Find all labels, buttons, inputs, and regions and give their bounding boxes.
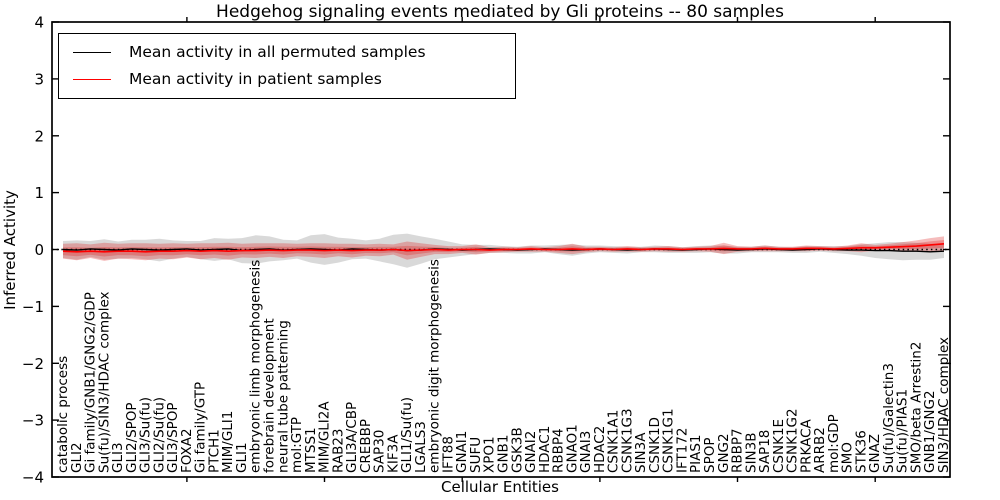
- x-category-label: RAB23: [330, 428, 346, 473]
- x-category-label: IFT172: [675, 427, 691, 473]
- legend-label-permuted: Mean activity in all permuted samples: [129, 43, 426, 61]
- x-category-label: GNAI3: [578, 431, 594, 473]
- chart-title: Hedgehog signaling events mediated by Gl…: [216, 2, 784, 22]
- y-tick-label: 3: [34, 70, 44, 88]
- patient-std-band-inner: [63, 240, 944, 257]
- x-category-label: GNAZ: [867, 434, 883, 473]
- x-category-label: PRKACA: [798, 418, 814, 473]
- x-category-label: ARRB2: [812, 427, 828, 473]
- permuted-std-band: [63, 233, 944, 268]
- x-category-label: GSK3B: [509, 427, 525, 473]
- x-category-label: GLI2/Su(fu): [151, 397, 167, 473]
- x-category-label: embryonic limb morphogenesis: [248, 260, 264, 473]
- y-tick-label: 4: [34, 14, 44, 32]
- x-category-label: KIF3A: [385, 434, 401, 473]
- permuted-line-sample-icon: [73, 52, 111, 54]
- x-category-label: mol:GTP: [289, 417, 305, 473]
- x-category-label: CSNK1E: [771, 419, 787, 473]
- x-category-label: SMO: [840, 442, 856, 473]
- x-category-label: GLI3/SPOP: [165, 402, 181, 473]
- x-category-label: PIAS1: [688, 434, 704, 473]
- x-category-label: MIM/GLI1: [220, 411, 236, 473]
- legend-row-patient: Mean activity in patient samples: [59, 69, 515, 88]
- x-category-label: GLI1/Su(fu): [399, 397, 415, 473]
- x-category-label: FOXA2: [179, 428, 195, 473]
- x-category-label: SUFU: [468, 437, 484, 473]
- x-category-label: LGALS3: [413, 421, 429, 473]
- x-category-label: forebrain development: [262, 318, 278, 473]
- y-tick-label: −2: [22, 355, 44, 373]
- x-category-label: HDAC2: [592, 426, 608, 473]
- x-category-label: MTSS1: [303, 427, 319, 473]
- y-tick-label: 1: [34, 184, 44, 202]
- x-category-label: SIN3/HDAC complex: [936, 337, 952, 473]
- patient-std-band-outer: [63, 236, 944, 261]
- x-category-label: SIN3B: [743, 433, 759, 474]
- x-category-label: GLI2/SPOP: [124, 402, 140, 473]
- legend: Mean activity in all permuted samples Me…: [58, 33, 516, 99]
- x-category-label: mol:GDP: [826, 414, 842, 473]
- x-category-label: XPO1: [482, 436, 498, 473]
- patient-line-sample-icon: [73, 78, 111, 80]
- x-category-label: IFT88: [440, 436, 456, 473]
- legend-label-patient: Mean activity in patient samples: [129, 69, 382, 88]
- x-category-label: GNAI1: [454, 431, 470, 473]
- x-category-label: RBBP7: [730, 428, 746, 473]
- x-category-label: GLI1: [234, 442, 250, 473]
- x-category-label: GNB1/GNG2: [922, 390, 938, 473]
- x-category-label: GNG2: [716, 433, 732, 473]
- x-category-label: Gi family/GTP: [193, 382, 209, 473]
- x-category-label: SMO/beta Arrestin2: [909, 342, 925, 473]
- x-category-label: RBBP4: [551, 428, 567, 473]
- x-category-label: Su(fu)/PIAS1: [895, 389, 911, 473]
- y-tick-label: −1: [22, 298, 44, 316]
- y-axis-label: Inferred Activity: [1, 190, 19, 310]
- legend-row-permuted: Mean activity in all permuted samples: [59, 43, 515, 61]
- x-category-label: Su(fu)/Galectin3: [881, 363, 897, 473]
- x-category-label: embryonic digit morphogenesis: [427, 259, 443, 473]
- x-category-label: CSNK1D: [647, 417, 663, 473]
- x-axis-label: Cellular Entities: [441, 478, 559, 496]
- x-category-label: CSNK1G3: [619, 408, 635, 473]
- x-category-label: GLI3/Su(fu): [138, 397, 154, 473]
- x-category-label: Gi family/GNB1/GNG2/GDP: [83, 292, 99, 473]
- y-tick-label: −3: [22, 412, 44, 430]
- x-category-label: MIM/GLI2A: [317, 401, 333, 473]
- x-category-label: GLI3: [110, 442, 126, 473]
- y-tick-label: −4: [22, 469, 44, 487]
- x-category-label: GNAO1: [564, 424, 580, 473]
- x-category-label: STK36: [853, 430, 869, 473]
- x-category-label: HDAC1: [537, 426, 553, 473]
- x-category-label: neural tube patterning: [275, 320, 291, 473]
- x-category-label: GNAI2: [523, 431, 539, 473]
- y-tick-label: 2: [34, 127, 44, 145]
- x-category-label: SAP30: [372, 430, 388, 473]
- x-category-label: CREBBP: [358, 419, 374, 473]
- x-category-label: GNB1: [496, 435, 512, 473]
- x-category-label: SAP18: [757, 430, 773, 473]
- x-category-label: GLI2: [69, 442, 85, 473]
- x-category-label: CSNK1G2: [785, 408, 801, 473]
- patient-mean-line: [62, 243, 945, 253]
- x-category-label: CSNK1G1: [661, 408, 677, 473]
- x-category-label: SPOP: [702, 438, 718, 473]
- x-category-label: catabolic process: [55, 356, 71, 473]
- x-category-label: GLI3A/CBP: [344, 402, 360, 473]
- y-tick-label: 0: [34, 241, 44, 259]
- x-category-label: CSNK1A1: [606, 410, 622, 473]
- x-category-label: SIN3A: [633, 432, 649, 473]
- x-category-label: Su(fu)/SIN3/HDAC complex: [96, 291, 112, 473]
- x-category-label: PTCH1: [206, 429, 222, 473]
